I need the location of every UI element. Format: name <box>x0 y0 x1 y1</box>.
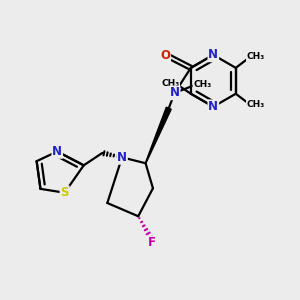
Text: N: N <box>208 48 218 62</box>
Text: CH₃: CH₃ <box>193 80 212 89</box>
Text: O: O <box>160 49 170 62</box>
Text: CH₃: CH₃ <box>161 79 179 88</box>
Text: S: S <box>60 186 69 199</box>
Text: N: N <box>170 86 180 99</box>
Text: CH₃: CH₃ <box>247 100 265 109</box>
Text: N: N <box>52 145 62 158</box>
Text: CH₃: CH₃ <box>247 52 265 61</box>
Text: F: F <box>148 236 155 249</box>
Polygon shape <box>145 107 171 164</box>
Text: N: N <box>117 151 127 164</box>
Text: N: N <box>208 100 218 113</box>
